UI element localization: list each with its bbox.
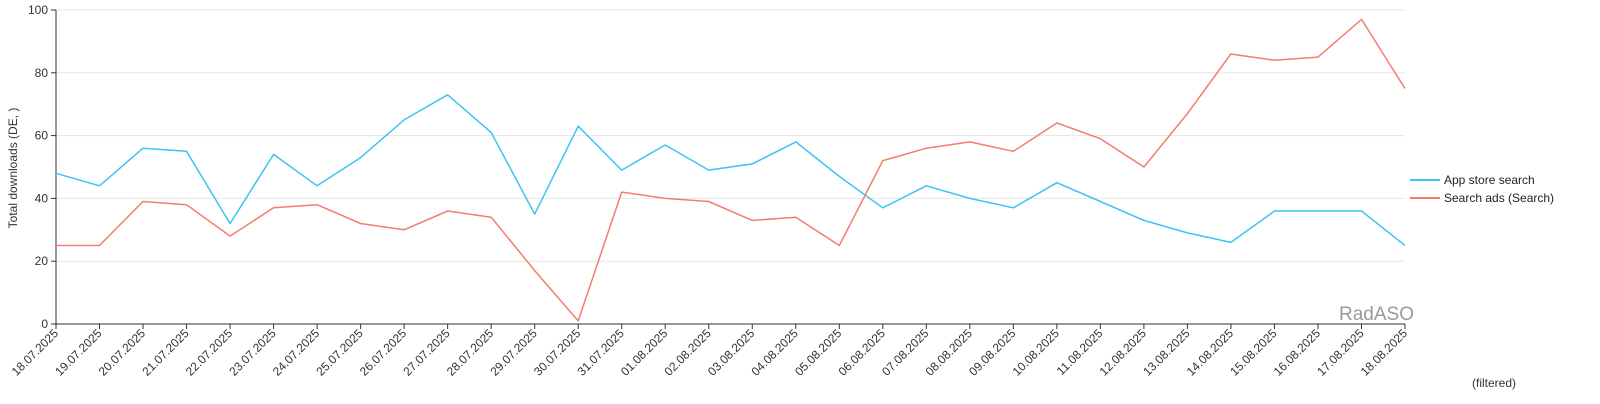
x-tick-label: 18.08.2025 [1358,326,1411,379]
axes [55,10,1405,325]
legend-label: App store search [1444,173,1535,187]
watermark: RadASO [1339,304,1414,325]
legend[interactable]: App store search Search ads (Search) [1410,173,1554,205]
legend-item-0[interactable]: App store search [1410,173,1535,187]
y-axis-ticks: 0 20 40 60 80 100 [28,3,56,331]
y-tick-label: 0 [41,317,48,331]
legend-item-1[interactable]: Search ads (Search) [1410,191,1554,205]
x-tick-label: 10.08.2025 [1010,326,1063,379]
y-tick-label: 40 [35,191,49,205]
x-axis-ticks: 18.07.202519.07.202520.07.202521.07.2025… [9,324,1411,379]
filtered-note: (filtered) [1472,376,1516,390]
series-line-1 [56,18,1406,322]
series-line-0 [55,94,1406,247]
y-axis-title: Total downloads (DE, ) [6,108,20,229]
grid [56,9,1405,262]
y-tick-label: 60 [35,129,49,143]
legend-label: Search ads (Search) [1444,191,1554,205]
series-lines [55,18,1406,322]
y-tick-label: 80 [35,66,49,80]
y-tick-label: 20 [35,254,49,268]
y-tick-label: 100 [28,3,48,17]
